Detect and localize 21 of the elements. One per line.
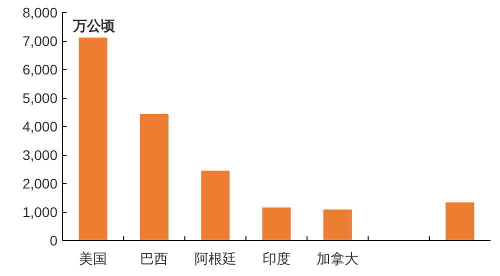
bar bbox=[78, 38, 108, 240]
x-tick-label: 印度 bbox=[262, 252, 290, 268]
bar bbox=[323, 210, 352, 240]
bar bbox=[201, 170, 230, 240]
bar bbox=[446, 202, 474, 240]
y-tick-label: 4,000 bbox=[22, 118, 58, 134]
x-tick-label: 巴西 bbox=[140, 252, 168, 268]
y-tick-label: 1,000 bbox=[22, 204, 58, 220]
y-tick-label: 0 bbox=[50, 232, 58, 248]
bar bbox=[262, 208, 291, 240]
x-tick-label: 阿根廷 bbox=[194, 252, 236, 268]
x-tick-label: 美国 bbox=[79, 252, 108, 268]
x-tick-label: 加拿大 bbox=[316, 252, 359, 268]
bar bbox=[140, 114, 168, 240]
y-tick-label: 6,000 bbox=[22, 62, 58, 78]
y-tick-label: 3,000 bbox=[22, 147, 58, 163]
y-tick-label: 2,000 bbox=[22, 176, 58, 192]
y-tick-label: 8,000 bbox=[22, 4, 58, 20]
annotation: 万公顷 bbox=[72, 18, 116, 34]
y-tick-label: 5,000 bbox=[22, 90, 58, 106]
y-tick-label: 7,000 bbox=[22, 33, 58, 49]
